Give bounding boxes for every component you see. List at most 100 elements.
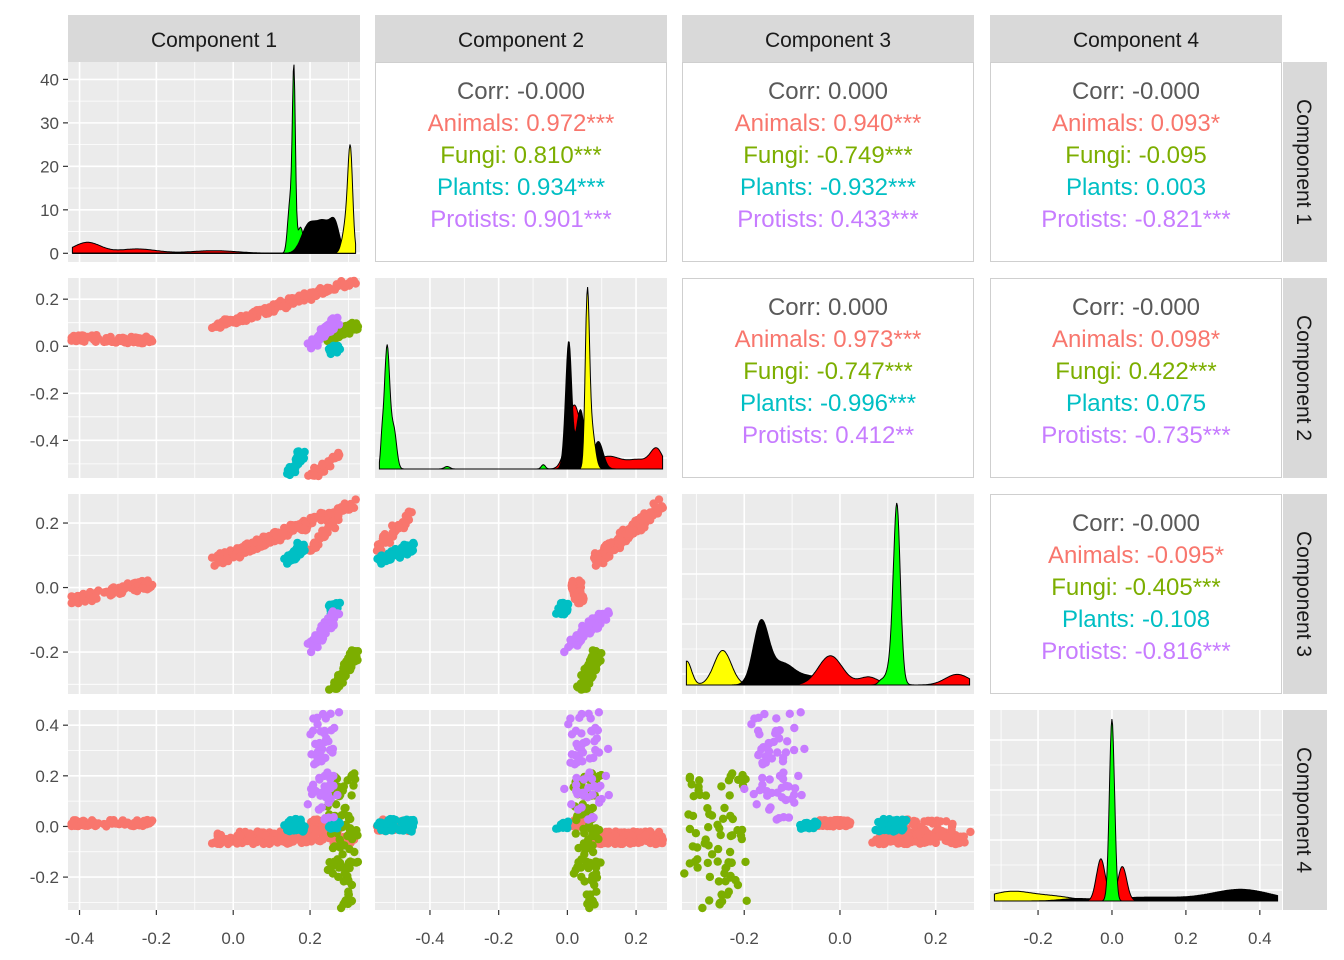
scatter-point xyxy=(306,288,315,297)
scatter-point xyxy=(335,345,345,354)
scatter-point xyxy=(942,817,951,826)
scatter-point xyxy=(767,754,777,763)
scatter-point xyxy=(334,511,343,521)
scatter-point xyxy=(693,843,702,852)
scatter-point xyxy=(335,598,345,608)
scatter-point xyxy=(407,547,416,556)
top-strip-label: Component 4 xyxy=(1073,29,1199,52)
scatter-point xyxy=(310,463,319,472)
x-tick-label: -0.2 xyxy=(1023,929,1052,948)
scatter-point xyxy=(822,819,831,828)
scatter-point xyxy=(395,523,404,533)
x-tick-label: -0.2 xyxy=(730,929,759,948)
scatter-point xyxy=(587,875,596,885)
scatter-point xyxy=(334,708,344,717)
scatter-point xyxy=(310,538,319,547)
density-area xyxy=(686,502,970,686)
corr-overall-label: Corr: -0.000 xyxy=(1072,510,1200,537)
corr-group-label: Plants: 0.934*** xyxy=(437,174,605,201)
scatter-point xyxy=(279,301,288,311)
scatter-point xyxy=(351,279,360,288)
chart-text: Component 1 Component 1 Component 2 Compone… xyxy=(30,29,1315,948)
scatter-point xyxy=(685,774,694,783)
scatter-point xyxy=(215,549,225,558)
scatter-point xyxy=(318,330,327,339)
scatter-point xyxy=(317,516,326,525)
scatter-point xyxy=(578,593,587,602)
scatter-point xyxy=(102,587,111,596)
y-tick-label: -0.2 xyxy=(30,384,59,403)
scatter-point xyxy=(223,556,233,566)
scatter-point xyxy=(758,773,767,783)
scatter-point xyxy=(313,720,322,729)
corr-group-label: Protists: -0.816*** xyxy=(1041,638,1230,665)
scatter-point xyxy=(764,747,774,756)
scatter-point xyxy=(269,528,279,537)
scatter-point xyxy=(695,790,704,800)
scatter-point xyxy=(727,858,736,868)
scatter-point xyxy=(580,850,589,859)
corr-group-label: Fungi: -0.747*** xyxy=(743,358,912,385)
scatter-point xyxy=(298,827,308,836)
scatter-point xyxy=(779,768,788,777)
scatter-point xyxy=(581,684,591,693)
corr-group-label: Protists: 0.433*** xyxy=(737,206,918,233)
scatter-point xyxy=(389,528,399,537)
scatter-point xyxy=(320,726,329,736)
scatter-point xyxy=(773,788,782,797)
scatter-point xyxy=(588,661,597,670)
scatter-point xyxy=(346,830,355,840)
scatter-point xyxy=(310,471,319,480)
scatter-point xyxy=(779,813,788,822)
scatter-point xyxy=(588,841,597,850)
scatter-point xyxy=(289,550,298,559)
scatter-point xyxy=(603,831,612,840)
corr-group-label: Plants: -0.108 xyxy=(1062,606,1210,633)
scatter-point xyxy=(715,900,724,909)
density-area xyxy=(994,718,1278,902)
scatter-point xyxy=(590,549,600,558)
corr-group-label: Animals: 0.098* xyxy=(1052,326,1220,353)
scatter-point xyxy=(67,336,76,345)
scatter-point xyxy=(772,815,781,824)
scatter-point xyxy=(693,863,702,872)
scatter-point xyxy=(875,839,884,849)
scatter-point xyxy=(307,750,316,759)
scatter-point xyxy=(289,299,298,308)
scatter-point xyxy=(591,869,601,878)
scatter-point xyxy=(691,829,701,838)
scatter-point xyxy=(306,513,315,523)
scatter-point xyxy=(625,837,634,846)
scatter-point xyxy=(142,332,151,341)
scatter-point xyxy=(324,320,333,329)
scatter-point xyxy=(790,723,799,733)
corr-group-label: Protists: -0.735*** xyxy=(1041,422,1230,449)
scatter-point xyxy=(705,872,715,882)
scatter-point xyxy=(347,791,356,800)
scatter-point xyxy=(323,768,332,777)
scatter-point xyxy=(349,781,358,790)
corr-group-label: Fungi: 0.422*** xyxy=(1055,358,1216,385)
scatter-point xyxy=(350,323,360,333)
scatter-point xyxy=(102,820,111,829)
y-tick-label: 0.2 xyxy=(35,767,59,786)
scatter-point xyxy=(324,614,333,623)
right-strip-label: Component 2 xyxy=(1292,315,1315,441)
scatter-point xyxy=(771,726,781,736)
corr-group-label: Animals: 0.973*** xyxy=(735,326,922,353)
y-tick-label: 10 xyxy=(40,201,59,220)
corr-group-label: Animals: 0.972*** xyxy=(428,110,615,137)
scatter-point xyxy=(315,738,324,748)
x-tick-label: -0.2 xyxy=(142,929,171,948)
corr-group-label: Fungi: 0.810*** xyxy=(440,142,601,169)
scatter-point xyxy=(741,775,750,784)
scatter-point xyxy=(574,843,583,853)
scatter-point xyxy=(318,625,327,634)
scatter-point xyxy=(713,844,723,854)
scatter-point xyxy=(320,815,329,824)
scatter-point xyxy=(304,471,313,480)
corr-overall-label: Corr: -0.000 xyxy=(1072,294,1200,321)
scatter-point xyxy=(757,744,766,754)
scatter-point xyxy=(580,829,589,838)
scatter-point xyxy=(789,790,799,799)
